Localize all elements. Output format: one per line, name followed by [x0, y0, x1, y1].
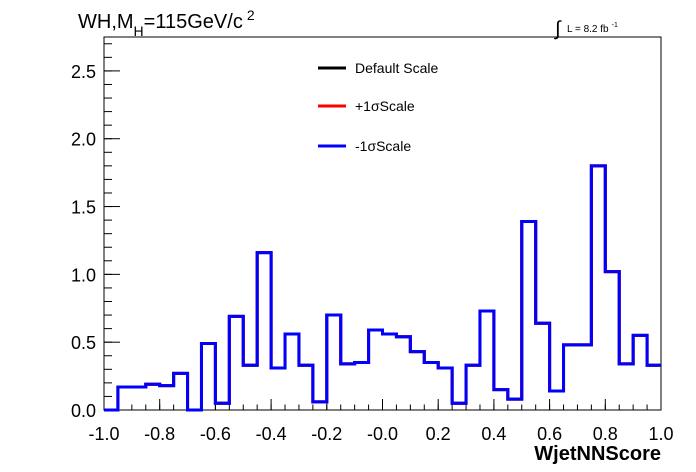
x-axis: -1.0 -0.8 -0.6 -0.4 -0.2 -0.0 0.2 0.4 0.6 0.8 1.0 [88, 399, 674, 444]
x-tick-label: -0.2 [311, 424, 342, 444]
x-tick-label: 0.2 [426, 424, 451, 444]
y-axis: 0.0 0.5 1.0 1.5 2.0 2.5 [71, 43, 120, 421]
y-tick-label: 2.0 [71, 130, 96, 150]
x-tick-label: 1.0 [648, 424, 673, 444]
x-tick-label: 0.8 [593, 424, 618, 444]
chart-title-subscript: H [134, 23, 144, 39]
chart-title: WH,MH=115GeV/c 2 [78, 7, 255, 39]
x-tick-label: -0.6 [200, 424, 231, 444]
lumi-superscript: -1 [612, 22, 618, 29]
y-tick-label: 1.0 [71, 265, 96, 285]
y-tick-label: 0.0 [71, 401, 96, 421]
series-layer [104, 164, 661, 412]
legend-label: Default Scale [355, 60, 438, 76]
x-tick-label: 0.6 [537, 424, 562, 444]
x-tick-label: -0.8 [144, 424, 175, 444]
legend: Default Scale +1σScale -1σScale [318, 60, 438, 154]
x-tick-label: 0.4 [481, 424, 506, 444]
chart-title-main: WH,M [78, 11, 134, 33]
plot-frame [103, 36, 662, 411]
y-tick-label: 1.5 [71, 198, 96, 218]
x-tick-label: -0.0 [367, 424, 398, 444]
chart-title-rest: =115GeV/c [144, 11, 243, 33]
lumi-text: L = 8.2 fb [567, 24, 609, 35]
y-tick-label: 0.5 [71, 333, 96, 353]
legend-label: -1σScale [355, 138, 411, 154]
series-line-2 [104, 164, 661, 412]
x-axis-label: WjetNNScore [534, 443, 661, 465]
chart-title-superscript: 2 [247, 7, 255, 23]
lumi-annotation: L = 8.2 fb -1 [567, 22, 618, 35]
y-tick-label: 2.5 [71, 62, 96, 82]
x-tick-label: -0.4 [256, 424, 287, 444]
x-tick-label: -1.0 [88, 424, 119, 444]
legend-label: +1σScale [355, 98, 415, 114]
lumi-integral-sign: ∫ [554, 18, 562, 40]
